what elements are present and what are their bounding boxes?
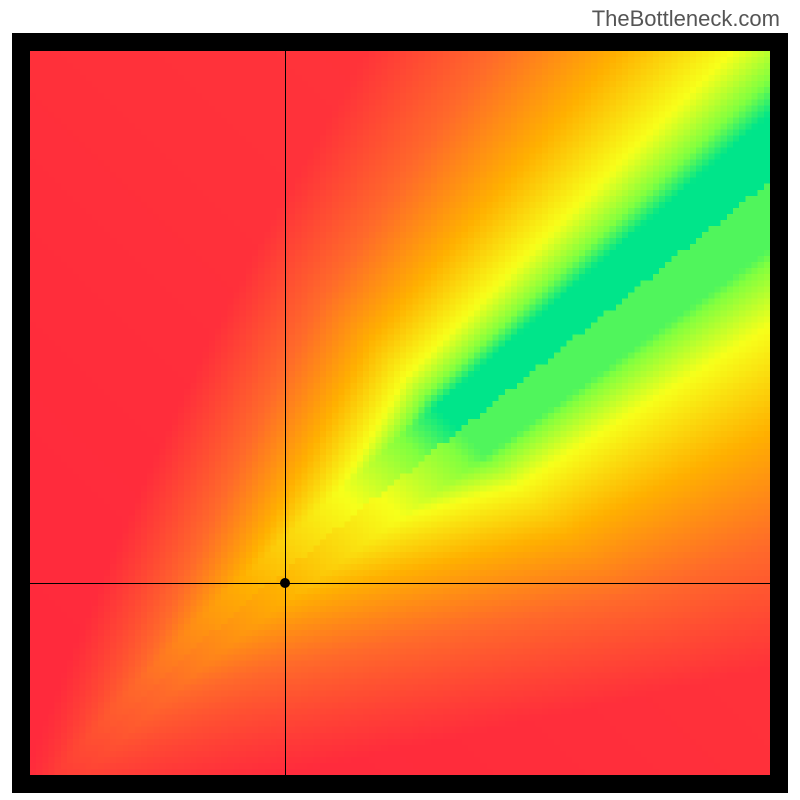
watermark-text: TheBottleneck.com: [592, 6, 780, 32]
crosshair-vertical: [285, 51, 286, 775]
bottleneck-heatmap: [30, 51, 770, 775]
crosshair-horizontal: [30, 583, 770, 584]
